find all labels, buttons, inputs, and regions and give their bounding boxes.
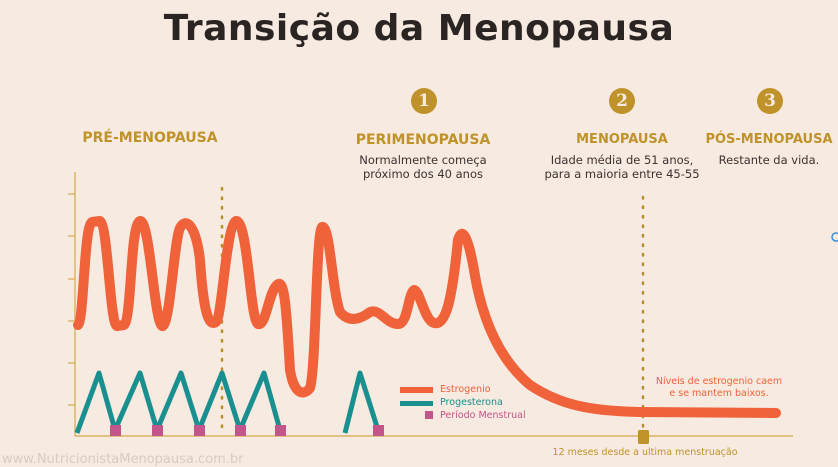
phase-menopausa: MENOPAUSA	[576, 132, 668, 147]
phase-pre-menopausa: PRÉ-MENOPAUSA	[82, 130, 218, 146]
period-marker	[373, 425, 384, 436]
period-marker	[152, 425, 163, 436]
legend-estrogen: Estrogenio	[440, 384, 491, 395]
phase-pos-menopausa: PÓS-MENOPAUSA	[705, 132, 833, 147]
period-marker	[110, 425, 121, 436]
phase-pos-menopausa-desc: Restante da vida.	[718, 153, 820, 167]
legend-swatch-estrogen	[400, 387, 433, 393]
legend-progesterone: Progesterona	[440, 397, 503, 408]
legend-swatch-period	[425, 411, 433, 419]
estrogen-curve	[73, 215, 781, 418]
phase-number-1: 1	[411, 88, 437, 114]
menstrual-period-markers	[110, 425, 384, 436]
progesterone-curve	[74, 370, 381, 434]
low-estrogen-annotation: Níveis de estrogenio caem e se mantem ba…	[655, 376, 783, 399]
legend-menstrual-period: Período Menstrual	[440, 410, 526, 421]
period-marker	[235, 425, 246, 436]
phase-perimenopausa-desc: Normalmente começa próximo dos 40 anos	[359, 153, 487, 181]
legend-swatch-progesterone	[400, 401, 433, 406]
twelve-months-annotation: 12 meses desde a ultima menstruação	[552, 447, 738, 458]
period-marker	[275, 425, 286, 436]
phase-number-2: 2	[609, 88, 635, 114]
period-marker	[194, 425, 205, 436]
phase-perimenopausa: PERIMENOPAUSA	[355, 132, 491, 148]
phase-menopausa-desc: Idade média de 51 anos, para a maioria e…	[544, 153, 700, 181]
page-title: Transição da Menopausa	[163, 8, 675, 49]
last-period-marker	[638, 430, 649, 444]
edge-handle-icon[interactable]	[831, 232, 838, 242]
watermark: www.NutricionistaMenopausa.com.br	[2, 452, 244, 467]
phase-number-3: 3	[757, 88, 783, 114]
